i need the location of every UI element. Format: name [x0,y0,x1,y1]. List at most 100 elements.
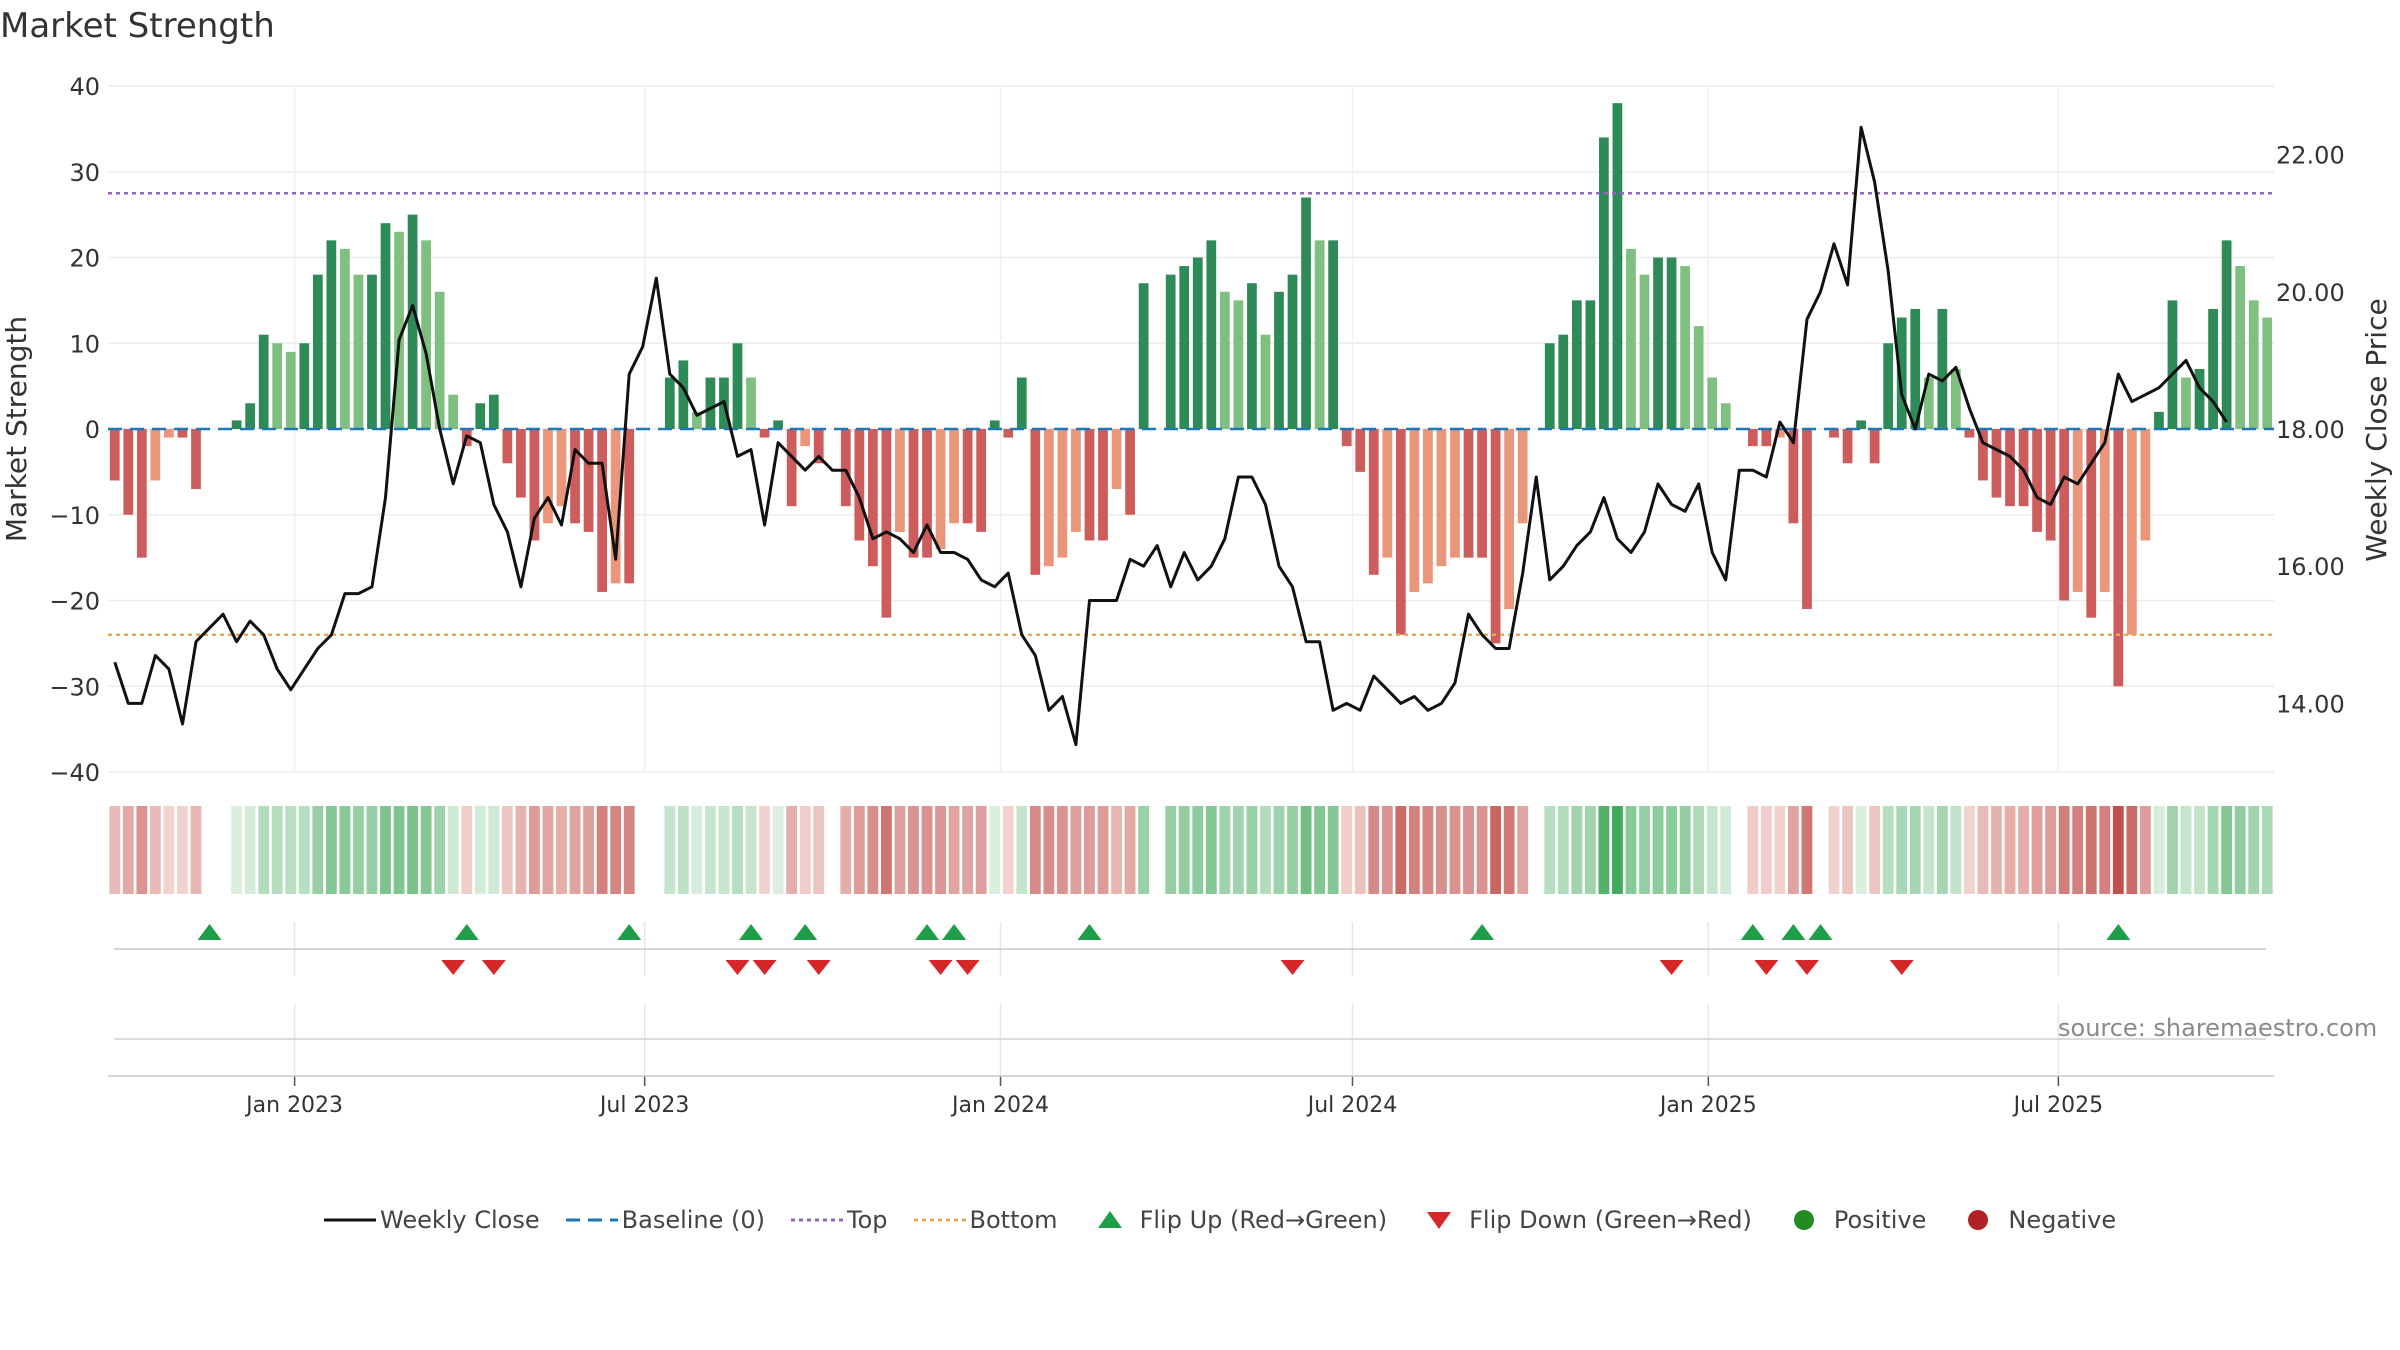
strength-bar [475,403,486,429]
strip-cell [610,806,622,894]
legend-bottom: Bottom [910,1206,1058,1234]
strength-bar [2059,429,2070,601]
strength-bar [705,377,716,429]
strength-bar [1693,326,1704,429]
strength-bar [1666,257,1677,429]
flip-up-marker [942,924,967,940]
strip-cell [2072,806,2084,894]
flip-up-marker [1740,924,1765,940]
strength-bar [2262,317,2273,429]
strength-bar [150,429,161,481]
strip-cell [921,806,933,894]
strength-bar [1571,300,1582,429]
strip-cell [2058,806,2070,894]
strength-bar [191,429,201,490]
strength-bar [1098,429,1108,541]
strip-cell [2153,806,2165,894]
strength-bar [2235,266,2246,429]
strip-cell [2099,806,2111,894]
strength-bar [1233,300,1244,429]
legend-weekly-close: Weekly Close [320,1206,540,1234]
strip-cell [1408,806,1420,894]
y-tick-label: 40 [69,73,100,101]
strength-bar [732,343,743,429]
strip-cell [1625,806,1637,894]
strip-cell [1652,806,1664,894]
y-tick-label: 30 [69,159,100,187]
strip-cell [1178,806,1190,894]
strip-cell [488,806,500,894]
strength-bar [1030,429,1041,575]
strip-cell [177,806,188,894]
strip-cell [1720,806,1732,894]
strength-bar [2126,429,2137,635]
strip-cell [136,806,148,894]
y-tick-label: −40 [49,759,100,787]
strip-cell [542,806,554,894]
legend-baseline-symbol [565,1218,618,1222]
strength-bar [2154,411,2164,429]
legend-close-symbol [324,1218,376,1222]
strip-cell [285,806,297,894]
y-axis-title: Market Strength [0,316,33,542]
strip-cell [1774,806,1786,894]
strength-bar [1612,103,1623,430]
strip-cell [2045,806,2057,894]
strip-cell [1327,806,1339,894]
strip-cell [583,806,594,894]
legend-top: Top [787,1206,888,1234]
strength-bar [1639,274,1650,429]
strength-bar [1382,429,1393,558]
strip-cell [732,806,743,894]
strength-bar [962,429,973,524]
strength-bar [1747,429,1758,447]
strength-bar [1260,334,1271,429]
strength-bar [813,429,824,464]
legend-top-symbol [791,1218,844,1222]
strength-bar [1910,308,1921,429]
strength-bar [2194,368,2205,429]
strength-bar [1896,317,1907,429]
legend-label: Flip Up (Red→Green) [1139,1206,1388,1234]
strip-cell [745,806,757,894]
strength-bar [1111,429,1122,490]
strip-cell [1963,806,1975,894]
flip-up-marker [1470,924,1495,940]
strip-cell [1395,806,1407,894]
strength-bar [692,411,702,429]
strength-bar [1517,429,1528,524]
strength-bar [2248,300,2259,429]
strength-bar [2005,429,2015,507]
strip-cell [1070,806,1082,894]
x-tick-label: Jul 2023 [598,1093,690,1118]
strength-bar [407,214,418,429]
strength-bar [1125,429,1135,515]
strength-bar [1490,429,1501,644]
flip-up-marker [915,924,940,940]
strength-bar [1978,429,1988,481]
strength-bar [299,343,310,429]
flip-markers-panel [197,924,2131,975]
strength-bar [1869,429,1880,464]
strip-cell [569,806,581,894]
strip-cell [380,806,391,894]
strength-bar [867,429,878,567]
strength-bar [1829,429,1839,438]
weekly-close-series [113,125,2228,747]
legend-flip-up: Flip Up (Red→Green) [1080,1206,1388,1234]
strength-bar [800,429,811,447]
strip-cell [826,806,838,894]
strip-cell [1246,806,1258,894]
x-tick-label: Jan 2025 [1658,1093,1757,1118]
strength-bar [231,420,242,429]
legend-flip-down: Flip Down (Green→Red) [1409,1206,1752,1234]
strip-cell [1490,806,1502,894]
strip-cell [1002,806,1014,894]
strip-cell [529,806,540,894]
strip-cell [190,806,202,894]
chart-title: Market Strength [0,6,275,46]
strip-cell [813,806,825,894]
strength-bar [1206,240,1217,429]
strip-cell [1896,806,1908,894]
